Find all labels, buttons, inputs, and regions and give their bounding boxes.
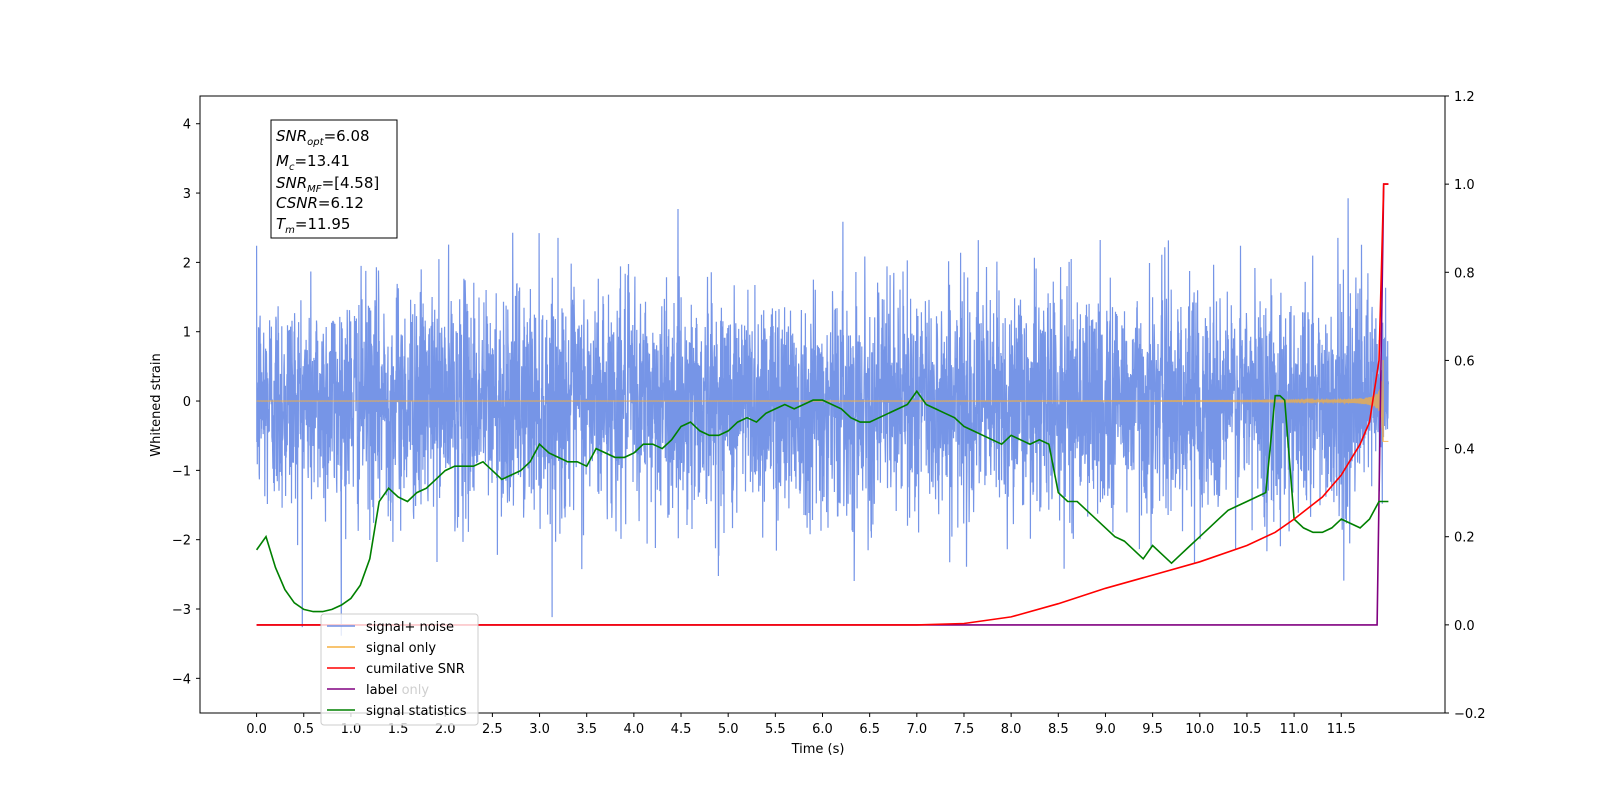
line-signal-statistics bbox=[255, 389, 1389, 613]
x-axis-ticks: 0.0 0.5 1.0 1.5 2.0 2.5 3.0 3.5 4.0 4.5 5.0 5.5 6.0 6… bbox=[246, 713, 1356, 737]
x-tick-label: 1.5 bbox=[388, 722, 409, 737]
x-tick-label: 4.0 bbox=[624, 722, 645, 737]
series-signal-plus-noise bbox=[256, 198, 1389, 636]
x-tick-label: 0.0 bbox=[246, 722, 267, 737]
x-axis-label: Time (s) bbox=[791, 742, 845, 757]
legend-label-signal-statistics: signal statistics bbox=[366, 704, 467, 719]
series-signal-only bbox=[256, 360, 1389, 443]
y2-tick-label: 1.0 bbox=[1454, 178, 1475, 193]
x-tick-label: 5.5 bbox=[765, 722, 786, 737]
y-tick-label: 2 bbox=[183, 256, 191, 271]
line-signal-plus-noise bbox=[256, 198, 1389, 636]
annotation-box: SNRopt=6.08 Mc=13.41 SNRMF=[4.58] CSNR=6… bbox=[270, 119, 398, 239]
y-tick-label: 4 bbox=[183, 118, 191, 133]
y-tick-label: −2 bbox=[172, 534, 191, 549]
y2-tick-label: −0.2 bbox=[1454, 707, 1486, 722]
y-tick-label: −4 bbox=[172, 672, 191, 687]
annotation-snr-mf: SNRMF=[4.58] bbox=[276, 174, 379, 195]
x-tick-label: 11.5 bbox=[1327, 722, 1356, 737]
y2-tick-label: 0.8 bbox=[1454, 266, 1475, 281]
y-tick-label: −3 bbox=[172, 603, 191, 618]
annotation-mc: Mc=13.41 bbox=[276, 152, 350, 173]
legend-label-label: label bbox=[366, 683, 397, 698]
x-tick-label: 3.5 bbox=[576, 722, 597, 737]
y2-tick-label: 0.0 bbox=[1454, 619, 1475, 634]
y2-tick-label: 0.6 bbox=[1454, 354, 1475, 369]
y-axis-ticks: 4 3 2 1 0 −1 −2 −3 −4 bbox=[172, 118, 200, 687]
legend-label-signal-plus-noise: signal+ noise bbox=[366, 620, 454, 635]
y2-tick-label: 1.2 bbox=[1454, 90, 1475, 105]
line-cumilative-snr bbox=[256, 183, 1389, 626]
y-tick-label: 0 bbox=[183, 395, 191, 410]
x-tick-label: 11.0 bbox=[1280, 722, 1309, 737]
x-tick-label: 4.5 bbox=[671, 722, 692, 737]
x-tick-label: 7.0 bbox=[906, 722, 927, 737]
y2-tick-label: 0.2 bbox=[1454, 531, 1475, 546]
x-tick-label: 10.0 bbox=[1185, 722, 1214, 737]
y-axis-label: Whitened strain bbox=[149, 353, 164, 456]
x-tick-label: 3.0 bbox=[529, 722, 550, 737]
x-tick-label: 2.5 bbox=[482, 722, 503, 737]
y-tick-label: −1 bbox=[172, 464, 191, 479]
legend-label-cumilative-snr: cumilative SNR bbox=[366, 662, 465, 677]
x-tick-label: 1.0 bbox=[341, 722, 362, 737]
y2-tick-label: 0.4 bbox=[1454, 443, 1475, 458]
x-tick-label: 6.5 bbox=[859, 722, 880, 737]
x-tick-label: 2.0 bbox=[435, 722, 456, 737]
x-tick-label: 8.5 bbox=[1048, 722, 1069, 737]
x-tick-label: 8.0 bbox=[1001, 722, 1022, 737]
line-signal-only bbox=[256, 360, 1389, 443]
legend-frame bbox=[320, 613, 479, 726]
annotation-csnr: CSNR=6.12 bbox=[276, 194, 364, 212]
legend-label-label-only: label only bbox=[366, 683, 429, 698]
y-tick-label: 1 bbox=[183, 326, 191, 341]
y2-axis-ticks: −0.2 0.0 0.2 0.4 0.6 0.8 1.0 1.2 bbox=[1445, 90, 1486, 722]
x-tick-label: 9.0 bbox=[1095, 722, 1116, 737]
right-axis-series bbox=[255, 183, 1389, 626]
y-tick-label: 3 bbox=[183, 187, 191, 202]
legend: signal+ noise signal only cumilative SNR… bbox=[320, 613, 479, 726]
x-tick-label: 7.5 bbox=[954, 722, 975, 737]
x-tick-label: 5.0 bbox=[718, 722, 739, 737]
annotation-tm: Tm=11.95 bbox=[276, 215, 350, 236]
plot-area bbox=[255, 183, 1389, 636]
x-tick-label: 10.5 bbox=[1232, 722, 1261, 737]
x-tick-label: 0.5 bbox=[293, 722, 314, 737]
annotation-snr-opt: SNRopt=6.08 bbox=[276, 127, 370, 148]
x-tick-label: 6.0 bbox=[812, 722, 833, 737]
legend-label-signal-only: signal only bbox=[366, 641, 436, 656]
x-tick-label: 9.5 bbox=[1142, 722, 1163, 737]
